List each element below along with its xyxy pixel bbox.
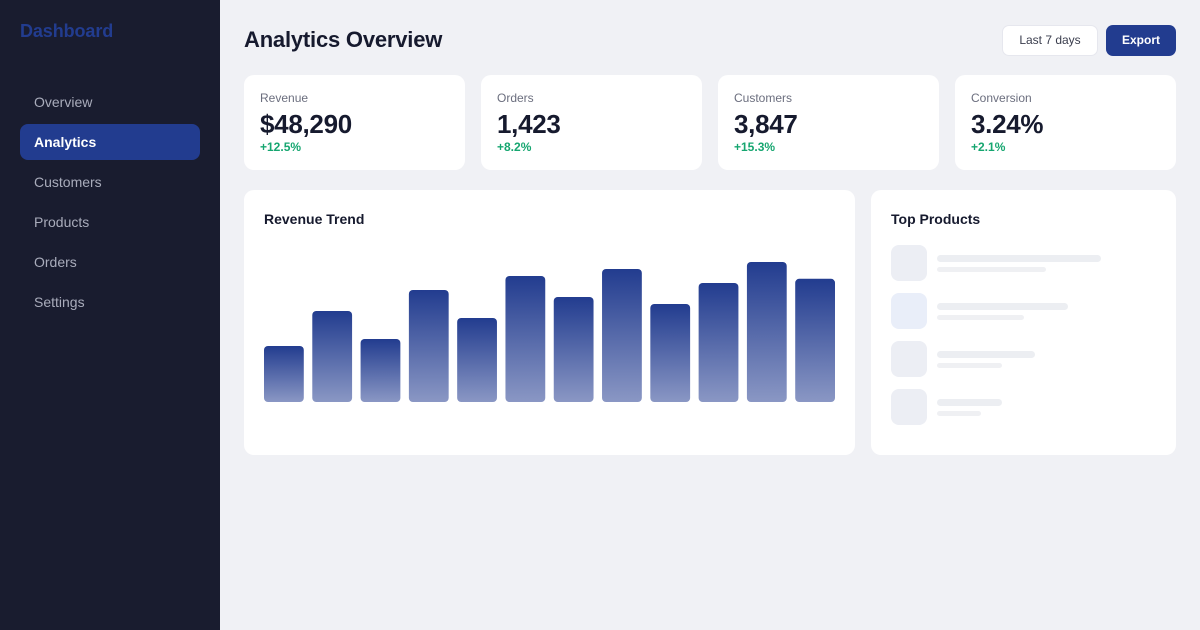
date-range-button[interactable]: Last 7 days — [1002, 24, 1098, 56]
chart-bar-6 — [505, 276, 546, 402]
sidebar: Dashboard Overview Analytics Customers P… — [0, 0, 220, 630]
chart-bar-1 — [264, 346, 304, 402]
page-title: Analytics Overview — [244, 27, 443, 52]
sidebar-item-overview[interactable]: Overview — [34, 94, 93, 110]
stat-value: 3.24% — [971, 109, 1044, 139]
stat-value: $48,290 — [260, 109, 352, 139]
revenue-trend-panel: Revenue Trend — [244, 190, 855, 455]
skeleton-line — [937, 350, 1035, 358]
revenue-trend-chart — [264, 262, 835, 402]
revenue-trend-title: Revenue Trend — [264, 211, 365, 227]
chart-bar-4 — [408, 290, 449, 402]
product-list — [891, 245, 1156, 425]
sidebar-item-orders[interactable]: Orders — [34, 254, 77, 270]
list-item[interactable] — [891, 293, 1156, 329]
list-item[interactable] — [891, 245, 1156, 281]
product-thumbnail — [891, 341, 927, 377]
chart-bar-2 — [312, 311, 353, 402]
sidebar-item-analytics[interactable]: Analytics — [20, 124, 200, 160]
stat-label: Customers — [734, 91, 793, 105]
skeleton-line — [937, 362, 1002, 368]
product-thumbnail — [891, 293, 927, 329]
skeleton-line — [937, 398, 1002, 406]
chart-bar-7 — [553, 297, 594, 402]
stat-card-orders: Orders 1,423 +8.2% — [481, 75, 702, 170]
stat-delta: +2.1% — [971, 140, 1006, 154]
stat-cards: Revenue $48,290 +12.5% Orders 1,423 +8.2… — [244, 75, 1176, 170]
sidebar-nav: Overview Analytics Customers Products Or… — [20, 84, 200, 320]
product-thumbnail — [891, 245, 927, 281]
stat-card-customers: Customers 3,847 +15.3% — [718, 75, 939, 170]
stat-delta: +12.5% — [260, 140, 302, 154]
product-placeholder-lines — [937, 254, 1101, 272]
skeleton-line — [937, 254, 1101, 262]
stat-card-conversion: Conversion 3.24% +2.1% — [955, 75, 1176, 170]
list-item[interactable] — [891, 341, 1156, 377]
chart-bar-11 — [746, 262, 787, 402]
export-button[interactable]: Export — [1106, 24, 1176, 56]
skeleton-line — [937, 302, 1068, 310]
chart-bar-3 — [360, 339, 401, 402]
brand-title: Dashboard — [20, 21, 114, 41]
product-placeholder-lines — [937, 302, 1068, 320]
stat-value: 1,423 — [497, 109, 561, 139]
header-actions: Last 7 days Export — [1002, 24, 1176, 56]
main-content: Analytics Overview Last 7 days Export Re… — [220, 0, 1200, 630]
product-placeholder-lines — [937, 398, 1002, 416]
sidebar-item-settings[interactable]: Settings — [34, 294, 85, 310]
sidebar-item-customers[interactable]: Customers — [34, 174, 102, 190]
top-products-panel: Top Products — [871, 190, 1176, 455]
skeleton-line — [937, 314, 1024, 320]
stat-label: Revenue — [260, 91, 309, 105]
stat-card-revenue: Revenue $48,290 +12.5% — [244, 75, 465, 170]
product-placeholder-lines — [937, 350, 1035, 368]
sidebar-item-products[interactable]: Products — [34, 214, 90, 230]
skeleton-line — [937, 266, 1046, 272]
chart-bar-8 — [602, 269, 642, 402]
panels: Revenue Trend Top Products — [244, 190, 1176, 455]
product-thumbnail — [891, 389, 927, 425]
stat-delta: +15.3% — [734, 140, 776, 154]
stat-delta: +8.2% — [497, 140, 532, 154]
stat-label: Conversion — [971, 91, 1032, 105]
skeleton-line — [937, 410, 981, 416]
page-header: Analytics Overview Last 7 days Export — [244, 24, 1176, 56]
stat-value: 3,847 — [734, 109, 798, 139]
chart-bar-9 — [650, 304, 691, 402]
chart-bar-5 — [457, 318, 497, 402]
stat-label: Orders — [497, 91, 534, 105]
top-products-title: Top Products — [891, 211, 981, 227]
list-item[interactable] — [891, 389, 1156, 425]
chart-bar-10 — [698, 283, 739, 402]
chart-bar-12 — [795, 278, 835, 402]
